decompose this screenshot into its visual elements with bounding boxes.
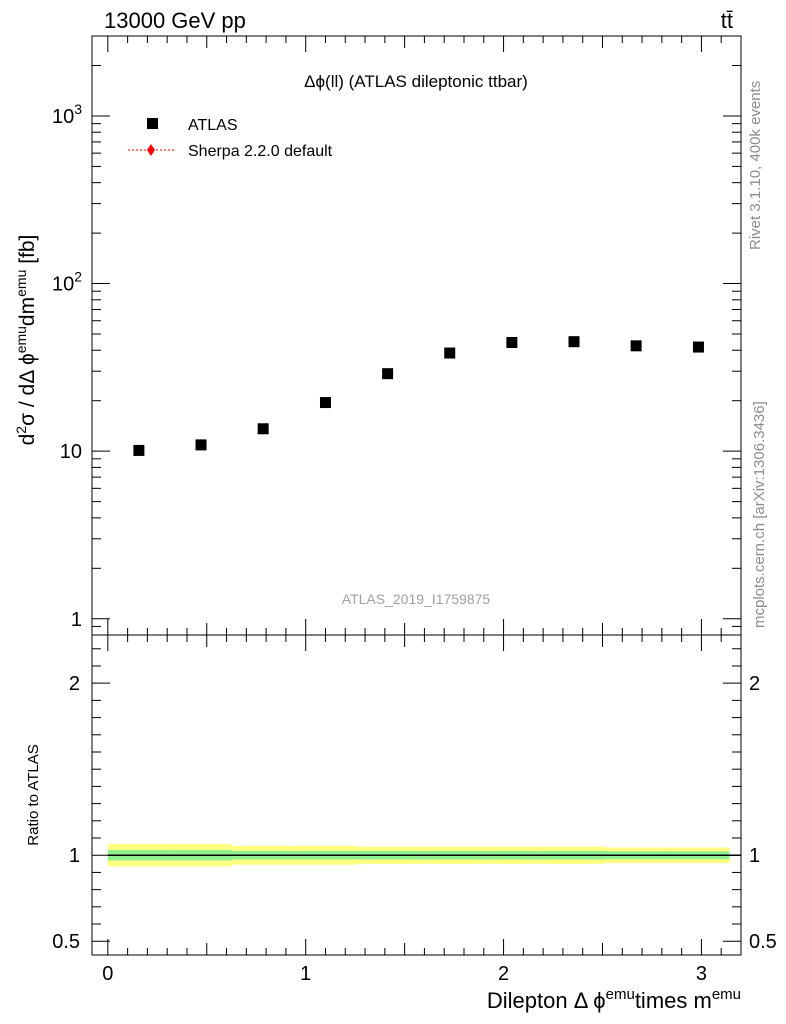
y-tick-label: 103 [52,101,82,128]
data-point [630,340,642,352]
x-tick-label: 1 [300,963,311,985]
x-tick-label: 2 [498,963,509,985]
legend-label-atlas: ATLAS [188,117,238,134]
analysis-watermark: ATLAS_2019_I1759875 [342,591,491,607]
ratio-frame [91,634,742,956]
y-tick-label: 102 [52,269,82,296]
data-point [257,423,269,435]
legend: ATLAS Sherpa 2.2.0 default [128,117,333,160]
ratio-y-tick-labels: 0.5 0.5 1 1 2 2 [52,673,777,953]
process-label: tt̄ [721,8,733,33]
main-y-axis-label: d2σ / dΔ ϕemudmemu [fb] [13,235,39,446]
x-axis-label: Dilepton Δ ϕemutimes memu [487,986,741,1013]
ratio-y-tick-label-left: 1 [69,845,80,867]
rivet-label: Rivet 3.1.10, 400k events [747,81,764,250]
y-tick-label: 10 [60,441,82,463]
main-ticks [92,35,741,636]
ratio-y-tick-label-left: 0.5 [52,931,80,953]
legend-label-sherpa: Sherpa 2.2.0 default [188,143,333,160]
data-point [382,368,394,380]
legend-marker-sherpa [147,144,155,156]
ratio-y-tick-label-right: 0.5 [749,931,777,953]
ratio-ticks [92,635,741,955]
data-point [506,336,518,348]
x-tick-label: 3 [696,963,707,985]
data-point [133,444,145,456]
data-point [444,347,456,359]
data-point [319,397,331,409]
main-panel: 1 10 102 103 Δϕ(ll) (ATLAS dileptonic ttbar… [13,35,742,636]
data-points [133,336,704,456]
data-point [568,336,580,348]
chart-title: Δϕ(ll) (ATLAS dileptonic ttbar) [304,72,528,91]
ratio-y-tick-label-right: 1 [749,845,760,867]
y-tick-label: 1 [71,609,82,631]
x-tick-label: 0 [102,963,113,985]
ratio-y-tick-label-left: 2 [69,673,80,695]
x-tick-labels: 0 1 2 3 [102,963,707,985]
ratio-panel: 0.5 0.5 1 1 2 2 0 1 2 3 Ratio to ATLAS Dilepton … [25,634,777,1013]
data-point [195,439,207,451]
energy-label: 13000 GeV pp [104,8,246,33]
ratio-y-tick-label-right: 2 [749,673,760,695]
ratio-y-axis-label: Ratio to ATLAS [25,744,42,845]
main-y-tick-labels: 1 10 102 103 [52,101,82,631]
source-label: mcplots.cern.ch [arXiv:1306.3436] [751,401,768,628]
data-point [692,341,704,353]
legend-marker-atlas [147,118,158,129]
